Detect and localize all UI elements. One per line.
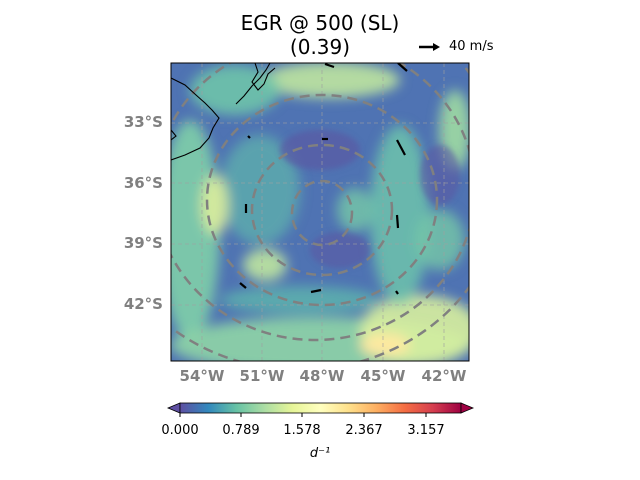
colorbar-tick-2: 1.578: [283, 423, 321, 438]
map-title-line2: (0.39): [289, 35, 351, 59]
coastline: [171, 63, 276, 161]
lat-tick-39s: 39°S: [123, 234, 163, 252]
colorbar-tick-0: 0.000: [161, 423, 199, 438]
quiver-key-label: 40 m/s: [449, 39, 494, 54]
map-panel: [171, 63, 469, 361]
colorbar-tick-4: 3.157: [407, 423, 445, 438]
lon-tick-42w: 42°W: [421, 367, 467, 385]
lat-tick-42s: 42°S: [123, 295, 163, 313]
map-frame: [170, 62, 470, 362]
lon-tick-51w: 51°W: [239, 367, 285, 385]
quiver-key-arrow: [419, 43, 440, 51]
lon-tick-54w: 54°W: [179, 367, 225, 385]
lon-tick-45w: 45°W: [360, 367, 406, 385]
lon-tick-48w: 48°W: [299, 367, 345, 385]
colorbar-unit-label: d⁻¹: [309, 446, 331, 461]
lat-tick-33s: 33°S: [123, 113, 163, 131]
wind-vectors: [239, 63, 408, 295]
gridlines: [171, 63, 469, 361]
colorbar: [166, 402, 475, 417]
height-contours: [171, 63, 469, 361]
lat-tick-36s: 36°S: [123, 174, 163, 192]
colorbar-tick-3: 2.367: [345, 423, 383, 438]
colorbar-tick-1: 0.789: [222, 423, 260, 438]
map-title-line1: EGR @ 500 (SL): [240, 11, 400, 35]
egr-field: [171, 63, 469, 361]
